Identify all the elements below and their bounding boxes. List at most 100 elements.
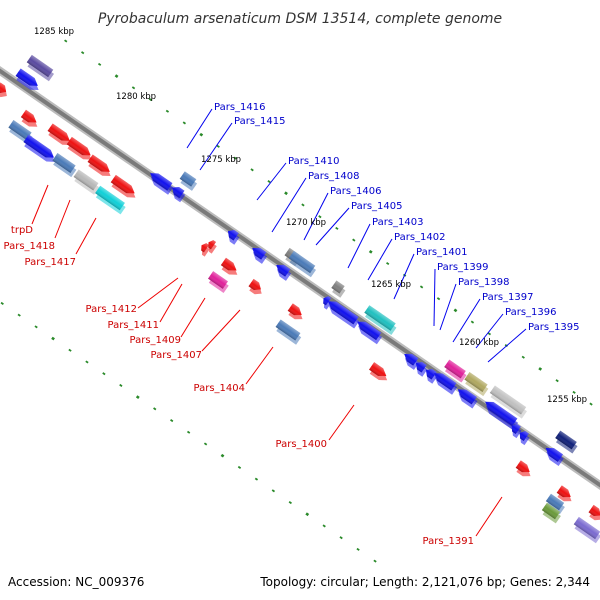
accession-text: Accession: NC_009376 — [8, 575, 144, 589]
gene-feature-shade — [208, 271, 228, 289]
gene-feature — [364, 305, 397, 335]
scale-tick — [436, 297, 441, 301]
gene-label: Pars_1406 — [330, 186, 381, 197]
gene-label: Pars_1418 — [4, 241, 55, 252]
scale-tick — [419, 285, 424, 289]
gene-feature-shade — [331, 280, 345, 294]
gene-feature-shade — [26, 54, 54, 78]
leader-line — [367, 238, 393, 281]
scale-tick — [64, 39, 68, 43]
gene-feature-shade — [457, 389, 477, 405]
leader-line — [186, 108, 213, 149]
gene-feature-shade — [485, 401, 518, 426]
scale-tick — [17, 313, 21, 317]
leader-line — [303, 192, 329, 241]
gene-feature-shade — [52, 153, 76, 173]
scale-tick — [148, 98, 153, 102]
gene-feature-shade — [20, 109, 37, 123]
gene-feature — [444, 359, 467, 383]
gene-feature-shade — [555, 430, 577, 450]
gene-feature-shade — [511, 424, 521, 434]
gene-feature — [404, 353, 420, 370]
scale-tick — [216, 144, 220, 148]
gene-feature-shade — [220, 257, 237, 271]
gene-feature — [287, 303, 303, 320]
leader-line — [328, 404, 355, 441]
kbp-label: 1265 kbp — [371, 280, 411, 290]
scale-tick — [352, 238, 356, 242]
scale-tick — [165, 109, 170, 113]
gene-feature-shade — [489, 385, 527, 415]
scale-tick — [521, 355, 525, 359]
gene-feature — [248, 278, 262, 295]
scale-tick — [386, 261, 390, 266]
gene-feature — [515, 460, 531, 477]
gene-feature — [464, 372, 489, 397]
scale-tick — [135, 395, 140, 399]
gene-feature-shade — [110, 174, 135, 194]
gene-feature — [489, 385, 527, 419]
gene-feature-shade — [179, 171, 197, 187]
gene-feature-shade — [201, 243, 210, 253]
gene-label: Pars_1402 — [394, 232, 445, 243]
gene-label: Pars_1404 — [194, 383, 245, 394]
gene-label: Pars_1399 — [437, 262, 488, 273]
gene-feature-shade — [288, 250, 316, 274]
scale-tick — [368, 249, 373, 254]
gene-feature — [434, 373, 458, 395]
gene-feature-shade — [444, 359, 466, 379]
gene-feature-shade — [556, 485, 571, 498]
gene-feature — [541, 502, 561, 524]
leader-line — [75, 217, 97, 255]
gene-feature — [172, 186, 186, 203]
leader-line — [201, 309, 241, 352]
leader-line — [315, 207, 350, 246]
scale-tick — [97, 62, 102, 66]
scale-tick — [85, 360, 89, 364]
scale-tick — [305, 512, 310, 517]
gene-feature — [201, 243, 210, 257]
scale-ticks — [0, 39, 593, 563]
gene-feature-shade — [588, 504, 600, 517]
forward-leader-lines — [31, 184, 503, 537]
scale-tick — [203, 442, 208, 446]
gene-feature — [95, 185, 126, 215]
scale-tick — [81, 51, 85, 55]
gene-label: Pars_1405 — [351, 201, 402, 212]
scale-tick — [186, 430, 191, 434]
gene-feature — [415, 362, 428, 377]
scale-tick — [119, 383, 123, 387]
scale-tick — [182, 121, 187, 125]
gene-feature — [52, 153, 77, 178]
leader-line — [256, 162, 287, 201]
scale-tick — [453, 308, 458, 313]
kbp-label: 1280 kbp — [116, 92, 156, 102]
gene-feature-shade — [287, 303, 302, 316]
map-title: Pyrobaculum arsenaticum DSM 13514, compl… — [98, 11, 502, 27]
gene-label: Pars_1398 — [458, 277, 509, 288]
leader-line — [245, 346, 274, 385]
scale-tick — [170, 419, 174, 423]
scale-tick — [538, 367, 543, 371]
leader-line — [475, 496, 503, 537]
gene-feature-shade — [404, 353, 419, 366]
leader-line — [31, 184, 49, 225]
gene-label: Pars_1395 — [528, 322, 579, 333]
gene-feature-shade — [252, 247, 267, 260]
gene-feature — [208, 240, 217, 254]
gene-feature-shade — [47, 123, 70, 141]
gene-feature — [20, 109, 38, 127]
gene-feature — [519, 431, 530, 446]
leader-line — [271, 177, 307, 233]
gene-feature — [573, 516, 600, 544]
gene-feature — [227, 230, 240, 245]
kbp-label: 1285 kbp — [34, 27, 74, 37]
gene-feature — [545, 447, 564, 466]
leader-line — [180, 297, 206, 338]
gene-feature — [23, 134, 55, 162]
gene-feature — [328, 301, 360, 329]
leader-line — [159, 283, 183, 323]
gene-feature — [511, 424, 522, 439]
gene-feature — [425, 369, 438, 384]
gene-feature — [208, 271, 229, 293]
